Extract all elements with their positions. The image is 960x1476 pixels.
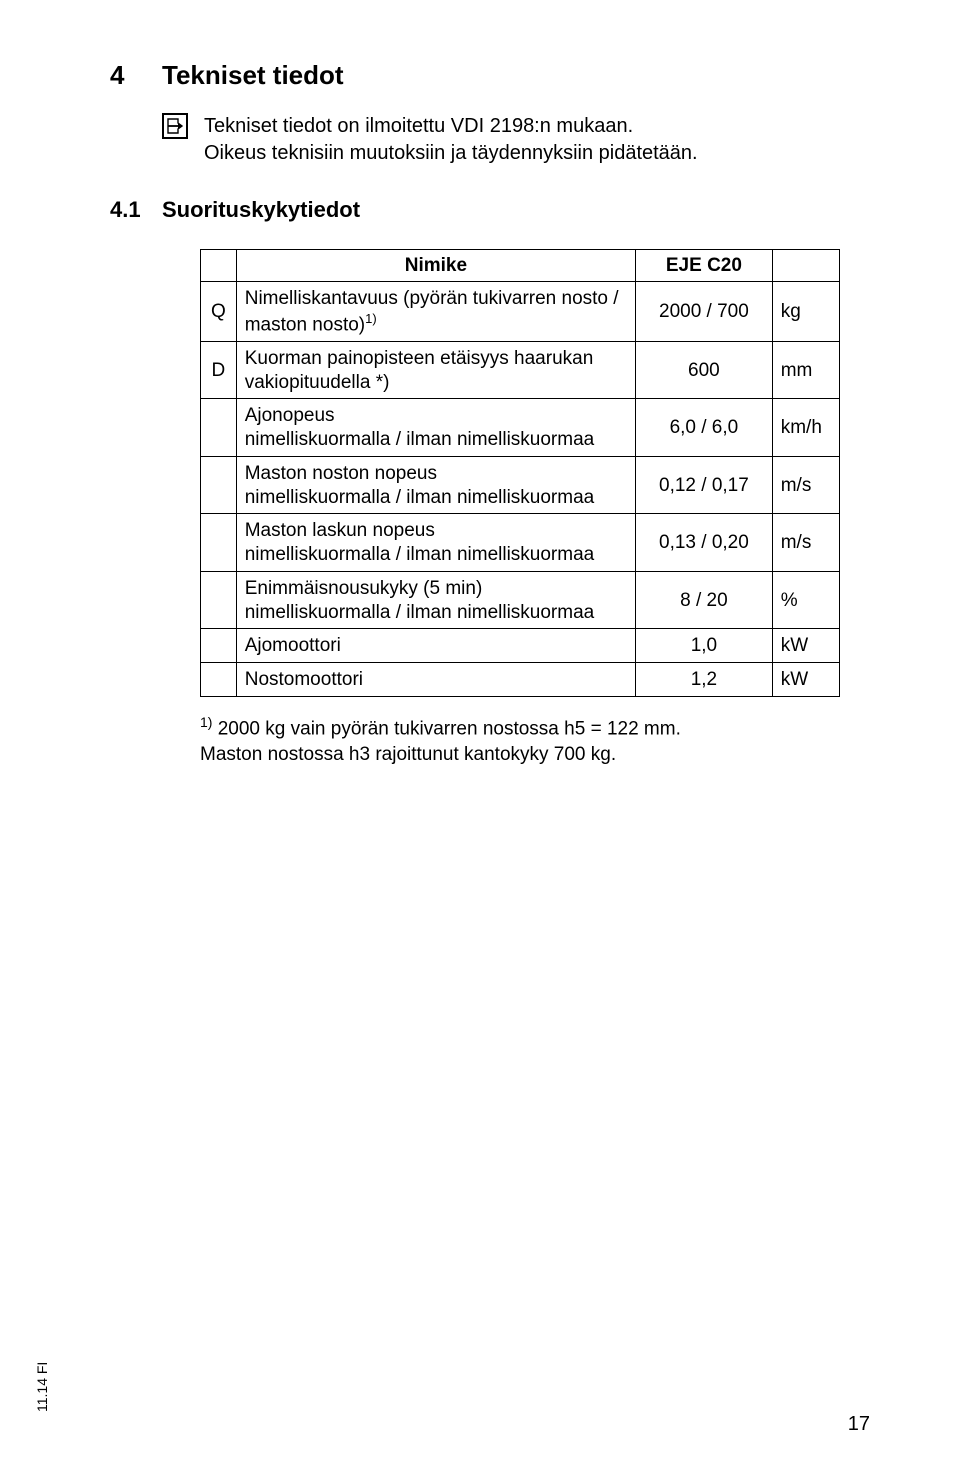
section-heading: 4Tekniset tiedot: [110, 60, 880, 91]
row-label-cell: Kuorman painopisteen etäisyys haarukan v…: [236, 341, 635, 399]
row-value-cell: 1,0: [636, 629, 773, 663]
table-row: Nostomoottori1,2kW: [201, 663, 840, 697]
table-row: QNimelliskantavuus (pyörän tukivarren no…: [201, 282, 840, 342]
section-title: Tekniset tiedot: [162, 60, 344, 90]
footnote-line-1: 2000 kg vain pyörän tukivarren nostossa …: [212, 718, 680, 739]
header-model-cell: EJE C20: [636, 250, 773, 282]
row-value-cell: 1,2: [636, 663, 773, 697]
footnote-line-2: Maston nostossa h3 rajoittunut kantokyky…: [200, 744, 616, 765]
footnote-sup: 1): [200, 714, 212, 730]
row-unit-cell: %: [772, 571, 839, 629]
header-idx-cell: [201, 250, 237, 282]
table-row: Enimmäisnousukyky (5 min)nimelliskuormal…: [201, 571, 840, 629]
row-unit-cell: kW: [772, 629, 839, 663]
row-label-cell: Nimelliskantavuus (pyörän tukivarren nos…: [236, 282, 635, 342]
subsection-heading: 4.1Suorituskykytiedot: [110, 197, 880, 223]
row-label-cell: Maston noston nopeusnimelliskuormalla / …: [236, 456, 635, 514]
row-value-cell: 0,13 / 0,20: [636, 514, 773, 572]
row-label-cell: Ajonopeusnimelliskuormalla / ilman nimel…: [236, 399, 635, 457]
row-unit-cell: kW: [772, 663, 839, 697]
table-row: Maston laskun nopeusnimelliskuormalla / …: [201, 514, 840, 572]
row-value-cell: 2000 / 700: [636, 282, 773, 342]
row-unit-cell: km/h: [772, 399, 839, 457]
row-value-cell: 6,0 / 6,0: [636, 399, 773, 457]
table-row: Ajonopeusnimelliskuormalla / ilman nimel…: [201, 399, 840, 457]
row-idx-cell: [201, 399, 237, 457]
row-unit-cell: m/s: [772, 456, 839, 514]
header-unit-cell: [772, 250, 839, 282]
side-label: 11.14 FI: [34, 1362, 50, 1412]
table-row: Ajomoottori1,0kW: [201, 629, 840, 663]
row-idx-cell: [201, 456, 237, 514]
row-value-cell: 8 / 20: [636, 571, 773, 629]
spec-table: Nimike EJE C20 QNimelliskantavuus (pyörä…: [200, 249, 840, 697]
section-number: 4: [110, 60, 162, 91]
row-idx-cell: Q: [201, 282, 237, 342]
row-value-cell: 0,12 / 0,17: [636, 456, 773, 514]
footnote: 1) 2000 kg vain pyörän tukivarren nostos…: [200, 713, 880, 768]
table-row: Maston noston nopeusnimelliskuormalla / …: [201, 456, 840, 514]
page-number: 17: [848, 1413, 870, 1436]
row-idx-cell: [201, 571, 237, 629]
info-text: Tekniset tiedot on ilmoitettu VDI 2198:n…: [204, 113, 698, 167]
row-unit-cell: kg: [772, 282, 839, 342]
subsection-title: Suorituskykytiedot: [162, 197, 360, 222]
row-idx-cell: D: [201, 341, 237, 399]
row-unit-cell: mm: [772, 341, 839, 399]
table-body: QNimelliskantavuus (pyörän tukivarren no…: [201, 282, 840, 697]
header-nimike-cell: Nimike: [236, 250, 635, 282]
info-line-1: Tekniset tiedot on ilmoitettu VDI 2198:n…: [204, 115, 633, 137]
row-label-cell: Nostomoottori: [236, 663, 635, 697]
subsection-number: 4.1: [110, 197, 162, 223]
table-header-row: Nimike EJE C20: [201, 250, 840, 282]
row-label-cell: Maston laskun nopeusnimelliskuormalla / …: [236, 514, 635, 572]
row-idx-cell: [201, 663, 237, 697]
info-line-2: Oikeus teknisiin muutoksiin ja täydennyk…: [204, 142, 698, 164]
info-row: Tekniset tiedot on ilmoitettu VDI 2198:n…: [162, 113, 880, 167]
row-idx-cell: [201, 514, 237, 572]
row-unit-cell: m/s: [772, 514, 839, 572]
row-idx-cell: [201, 629, 237, 663]
row-label-cell: Enimmäisnousukyky (5 min)nimelliskuormal…: [236, 571, 635, 629]
arrow-box-icon: [162, 113, 188, 139]
row-value-cell: 600: [636, 341, 773, 399]
table-row: DKuorman painopisteen etäisyys haarukan …: [201, 341, 840, 399]
row-label-cell: Ajomoottori: [236, 629, 635, 663]
